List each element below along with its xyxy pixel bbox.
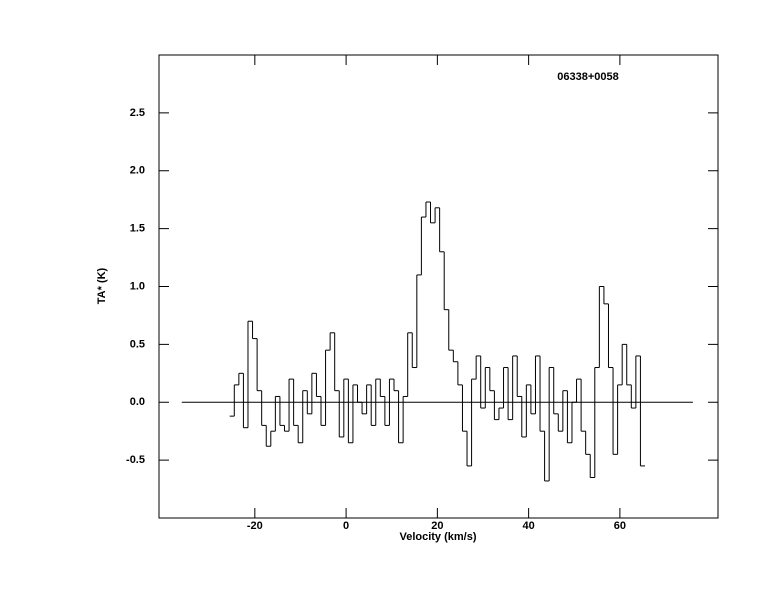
y-tick-label: 2.5 bbox=[130, 107, 145, 119]
y-tick-label: 0.0 bbox=[130, 396, 145, 408]
y-axis-label: TA* (K) bbox=[96, 267, 108, 304]
x-tick-label: 20 bbox=[431, 520, 443, 532]
plot-frame bbox=[158, 54, 719, 519]
x-tick-label: 60 bbox=[614, 520, 626, 532]
y-tick-label: 0.5 bbox=[130, 338, 145, 350]
x-tick-label: 0 bbox=[343, 520, 349, 532]
y-tick-label: -0.5 bbox=[126, 454, 145, 466]
x-axis-label: Velocity (km/s) bbox=[399, 531, 476, 543]
y-tick-label: 2.0 bbox=[130, 165, 145, 177]
annotation: 06338+0058 bbox=[557, 71, 618, 83]
y-tick-label: 1.5 bbox=[130, 223, 145, 235]
x-tick-label: 40 bbox=[522, 520, 534, 532]
x-tick-label: -20 bbox=[247, 520, 263, 532]
y-tick-label: 1.0 bbox=[130, 280, 145, 292]
